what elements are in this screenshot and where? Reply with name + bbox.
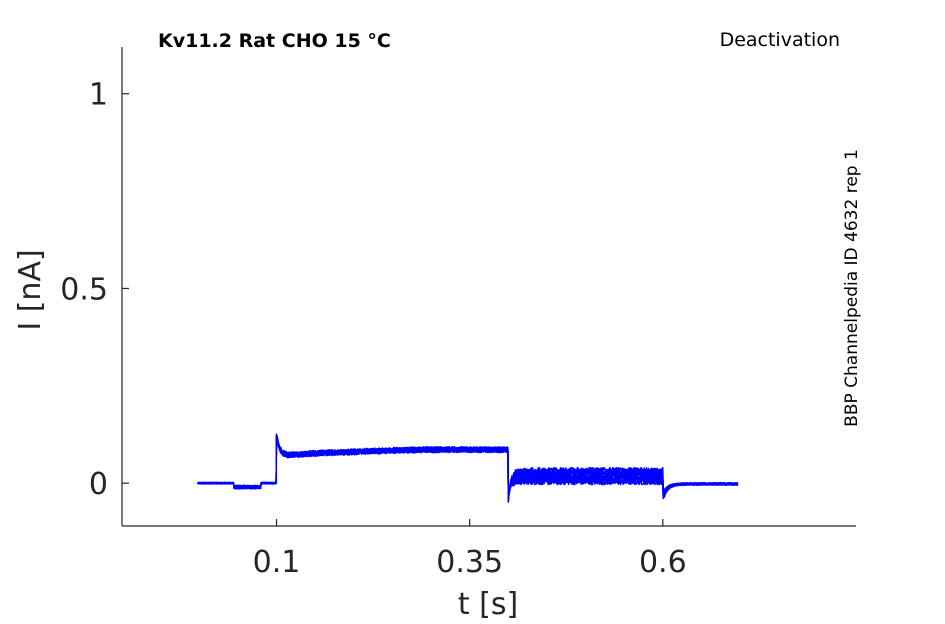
x-tick-label: 0.35	[436, 545, 503, 580]
y-tick-label: 0.5	[60, 272, 108, 307]
x-tick-label: 0.6	[639, 545, 687, 580]
x-ticks: 0.1 0.35 0.6	[253, 519, 687, 580]
y-tick-label: 0	[89, 467, 108, 502]
chart-title: Kv11.2 Rat CHO 15 °C	[158, 30, 391, 52]
y-tick-label: 1	[89, 78, 108, 113]
x-tick-label: 0.1	[253, 545, 301, 580]
protocol-label: Deactivation	[720, 29, 840, 51]
current-trace-line	[197, 437, 739, 503]
axes	[121, 47, 856, 527]
current-traces	[197, 433, 739, 503]
y-axis-label: I [nA]	[13, 249, 48, 330]
source-label: BBP Channelpedia ID 4632 rep 1	[842, 149, 862, 427]
y-ticks: 00.51	[60, 78, 129, 502]
x-axis-label: t [s]	[458, 587, 518, 622]
